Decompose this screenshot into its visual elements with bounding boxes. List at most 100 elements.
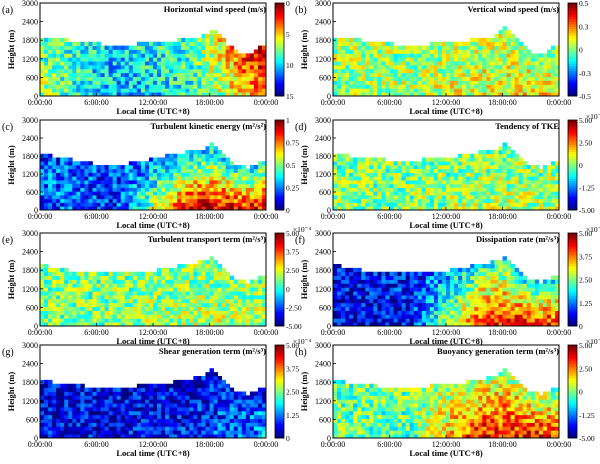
heatmap-cell bbox=[478, 183, 483, 188]
heatmap-cell bbox=[546, 57, 552, 62]
heatmap-cell bbox=[357, 61, 362, 66]
colorbar-step bbox=[275, 26, 284, 29]
heatmap-cell bbox=[185, 92, 190, 97]
heatmap-cell bbox=[80, 88, 85, 93]
heatmap-cell bbox=[425, 176, 431, 181]
heatmap-cell bbox=[108, 72, 114, 78]
heatmap-cell bbox=[518, 191, 524, 196]
heatmap-cell bbox=[349, 88, 354, 93]
heatmap-cell bbox=[353, 298, 358, 304]
heatmap-cell bbox=[124, 76, 130, 81]
heatmap-cell bbox=[40, 318, 45, 323]
heatmap-cell bbox=[441, 198, 447, 203]
heatmap-cell bbox=[108, 283, 114, 288]
heatmap-cell bbox=[365, 172, 370, 177]
heatmap-cell bbox=[510, 271, 516, 277]
heatmap-cell bbox=[486, 84, 491, 89]
heatmap-cell bbox=[421, 157, 427, 162]
heatmap-cell bbox=[357, 198, 362, 203]
heatmap-cell bbox=[397, 287, 403, 292]
heatmap-cell bbox=[538, 84, 544, 89]
heatmap-cell bbox=[466, 302, 471, 308]
heatmap-cell bbox=[56, 298, 61, 304]
heatmap-cell bbox=[377, 202, 382, 207]
heatmap-cell bbox=[169, 57, 174, 62]
heatmap-cell bbox=[229, 49, 235, 54]
heatmap-cell bbox=[433, 68, 439, 74]
colorbar-step bbox=[568, 183, 577, 186]
heatmap-cell bbox=[217, 84, 223, 89]
heatmap-cell bbox=[229, 306, 235, 311]
heatmap-cell bbox=[60, 65, 65, 70]
heatmap-cell bbox=[470, 206, 475, 211]
heatmap-cell bbox=[550, 57, 556, 62]
heatmap-cell bbox=[237, 195, 243, 200]
heatmap-cell bbox=[189, 183, 194, 188]
heatmap-cell bbox=[377, 49, 382, 54]
heatmap-cell bbox=[554, 165, 560, 170]
heatmap-cell bbox=[245, 187, 251, 192]
heatmap-cell bbox=[538, 168, 544, 173]
heatmap-cell bbox=[241, 295, 247, 300]
heatmap-cell bbox=[253, 187, 259, 192]
heatmap-cell bbox=[48, 283, 53, 288]
heatmap-cell bbox=[249, 180, 255, 185]
heatmap-cell bbox=[44, 322, 49, 327]
heatmap-cell bbox=[466, 76, 471, 81]
heatmap-cell bbox=[257, 176, 263, 181]
heatmap-cell bbox=[349, 168, 354, 173]
heatmap-cell bbox=[245, 202, 251, 207]
heatmap-cell bbox=[478, 195, 483, 200]
heatmap-cell bbox=[173, 76, 178, 81]
heatmap-cell bbox=[381, 283, 386, 288]
heatmap-cell bbox=[173, 298, 178, 304]
heatmap-cell bbox=[52, 57, 57, 62]
heatmap-cell bbox=[165, 283, 170, 288]
heatmap-cell bbox=[353, 92, 358, 97]
heatmap-cell bbox=[257, 310, 263, 315]
heatmap-cell bbox=[68, 275, 73, 280]
heatmap-cell bbox=[92, 287, 97, 292]
heatmap-cell bbox=[92, 92, 97, 97]
heatmap-cell bbox=[157, 92, 162, 97]
heatmap-cell bbox=[249, 92, 255, 97]
heatmap-cell bbox=[369, 80, 374, 85]
heatmap-cell bbox=[369, 306, 374, 311]
heatmap-cell bbox=[84, 76, 89, 81]
heatmap-cell bbox=[100, 322, 105, 327]
heatmap-cell bbox=[506, 53, 511, 58]
heatmap-cell bbox=[454, 322, 459, 327]
heatmap-cell bbox=[52, 41, 57, 47]
heatmap-cell bbox=[233, 322, 239, 327]
heatmap-cell bbox=[417, 68, 423, 74]
heatmap-cell bbox=[482, 88, 487, 93]
x-tick-label: 12:00:00 bbox=[139, 212, 167, 221]
heatmap-cell bbox=[253, 68, 259, 74]
heatmap-cell bbox=[40, 72, 45, 78]
heatmap-cell bbox=[502, 150, 507, 155]
heatmap-cell bbox=[441, 53, 447, 58]
heatmap-cell bbox=[229, 318, 235, 323]
heatmap-cell bbox=[132, 53, 138, 58]
heatmap-cell bbox=[173, 271, 178, 277]
heatmap-cell bbox=[237, 165, 243, 170]
heatmap-cell bbox=[530, 168, 536, 173]
heatmap-cell bbox=[534, 206, 540, 211]
heatmap-cell bbox=[40, 314, 45, 319]
heatmap-cell bbox=[76, 180, 81, 185]
heatmap-cell bbox=[441, 195, 447, 200]
heatmap-cell bbox=[80, 183, 85, 188]
heatmap-cell bbox=[554, 68, 560, 74]
heatmap-cell bbox=[88, 279, 93, 284]
heatmap-cell bbox=[373, 191, 378, 196]
heatmap-cell bbox=[185, 191, 190, 196]
heatmap-cell bbox=[393, 45, 398, 50]
heatmap-cell bbox=[421, 65, 427, 70]
heatmap-cell bbox=[257, 180, 263, 185]
heatmap-cell bbox=[148, 279, 154, 284]
heatmap-cell bbox=[80, 176, 85, 181]
heatmap-cell bbox=[421, 291, 427, 296]
heatmap-cell bbox=[60, 45, 65, 50]
heatmap-cell bbox=[40, 176, 45, 181]
heatmap-cell bbox=[478, 287, 483, 292]
